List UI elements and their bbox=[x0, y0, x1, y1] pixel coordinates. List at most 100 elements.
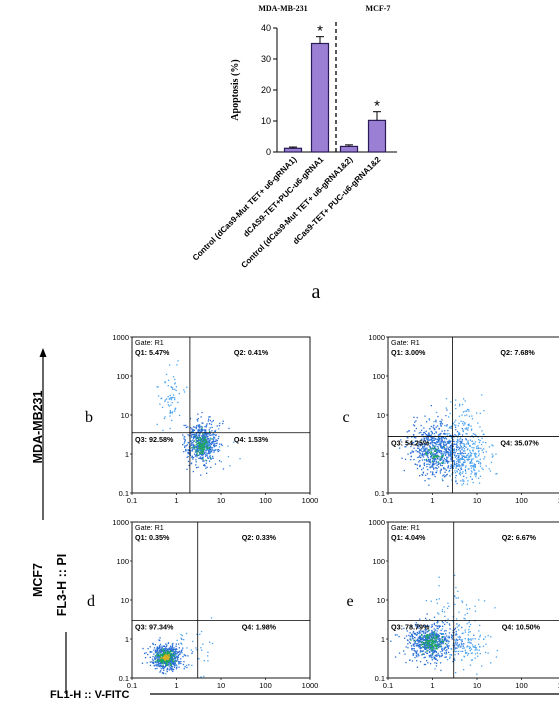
scatter-point bbox=[471, 446, 473, 449]
scatter-point bbox=[457, 468, 459, 470]
scatter-point bbox=[180, 633, 182, 636]
scatter-point bbox=[415, 634, 418, 636]
scatter-point bbox=[429, 647, 432, 649]
scatter-point bbox=[419, 661, 422, 663]
scatter-point bbox=[471, 415, 473, 417]
scatter-point bbox=[180, 642, 182, 644]
scatter-point bbox=[452, 438, 454, 440]
scatter-point bbox=[424, 415, 426, 417]
x-tick-label: 10 bbox=[217, 681, 225, 690]
scatter-point bbox=[147, 648, 149, 650]
scatter-point bbox=[156, 665, 158, 667]
scatter-point bbox=[202, 453, 205, 455]
scatter-point bbox=[211, 449, 213, 451]
scatter-point bbox=[164, 648, 166, 650]
scatter-point bbox=[427, 630, 429, 633]
scatter-point bbox=[203, 460, 205, 462]
scatter-point bbox=[423, 645, 425, 647]
scatter-point bbox=[451, 465, 453, 467]
scatter-point bbox=[422, 456, 425, 458]
scatter-point bbox=[441, 610, 443, 613]
scatter-point bbox=[159, 659, 161, 661]
scatter-point bbox=[412, 442, 414, 444]
scatter-point bbox=[456, 470, 458, 472]
scatter-point bbox=[417, 623, 419, 626]
scatter-point bbox=[430, 448, 432, 450]
scatter-point bbox=[455, 474, 457, 477]
scatter-point bbox=[177, 360, 179, 362]
scatter-point bbox=[430, 452, 432, 455]
scatter-point bbox=[491, 453, 493, 455]
scatter-point bbox=[191, 456, 193, 458]
scatter-point bbox=[191, 456, 193, 459]
scatter-point bbox=[419, 636, 421, 638]
scatter-point bbox=[444, 652, 446, 654]
scatter-point bbox=[416, 642, 419, 645]
scatter-point bbox=[426, 460, 428, 462]
scatter-point bbox=[450, 401, 452, 403]
scatter-point bbox=[432, 631, 434, 633]
scatter-point bbox=[453, 465, 455, 468]
scatter-point bbox=[477, 655, 479, 657]
scatter-point bbox=[450, 455, 453, 457]
scatter-point bbox=[207, 433, 210, 435]
scatter-point bbox=[160, 656, 162, 659]
scatter-point bbox=[414, 421, 416, 423]
scatter-point bbox=[453, 465, 455, 467]
scatter-point bbox=[454, 421, 456, 423]
scatter-point bbox=[442, 446, 444, 449]
scatter-point bbox=[203, 450, 205, 452]
scatter-point bbox=[456, 443, 458, 445]
scatter-point bbox=[439, 434, 441, 436]
scatter-point bbox=[204, 448, 206, 450]
scatter-point bbox=[461, 457, 463, 459]
scatter-point bbox=[428, 442, 430, 444]
scatter-point bbox=[445, 646, 447, 648]
scatter-point bbox=[200, 676, 202, 678]
scatter-point bbox=[457, 590, 459, 592]
scatter-point bbox=[167, 652, 169, 655]
scatter-point bbox=[435, 632, 437, 634]
scatter-point bbox=[215, 429, 217, 432]
scatter-point bbox=[180, 637, 182, 639]
scatter-point bbox=[446, 433, 448, 435]
scatter-point bbox=[426, 455, 429, 457]
scatter-point bbox=[185, 632, 188, 635]
scatter-point bbox=[463, 475, 465, 477]
scatter-point bbox=[219, 422, 221, 425]
scatter-point bbox=[448, 623, 451, 625]
scatter-point bbox=[447, 451, 449, 453]
scatter-point bbox=[442, 441, 444, 444]
scatter-point bbox=[167, 660, 170, 662]
scatter-point bbox=[200, 438, 202, 441]
scatter-point bbox=[211, 430, 213, 432]
scatter-point bbox=[464, 414, 466, 417]
scatter-point bbox=[171, 668, 173, 670]
scatter-point bbox=[170, 650, 172, 652]
scatter-point bbox=[206, 452, 208, 454]
scatter-point bbox=[201, 444, 203, 446]
scatter-point bbox=[427, 463, 429, 465]
scatter-point bbox=[210, 443, 213, 446]
scatter-point bbox=[428, 648, 431, 650]
scatter-point bbox=[441, 437, 443, 440]
scatter-point bbox=[436, 627, 438, 629]
scatter-point bbox=[424, 634, 426, 636]
scatter-point bbox=[156, 423, 158, 426]
scatter-point bbox=[437, 634, 439, 636]
scatter-point bbox=[432, 439, 434, 442]
scatter-point bbox=[452, 422, 454, 424]
scatter-point bbox=[425, 458, 428, 461]
scatter-point bbox=[422, 638, 424, 640]
scatter-point bbox=[440, 420, 442, 423]
scatter-point bbox=[204, 429, 206, 431]
scatter-point bbox=[438, 645, 440, 647]
scatter-point bbox=[431, 454, 433, 456]
scatter-point bbox=[437, 437, 440, 440]
scatter-point bbox=[465, 652, 467, 654]
scatter-point bbox=[181, 652, 183, 654]
scatter-point bbox=[440, 644, 442, 646]
scatter-point bbox=[170, 662, 172, 665]
scatter-point bbox=[428, 645, 430, 647]
scatter-point bbox=[152, 662, 154, 664]
